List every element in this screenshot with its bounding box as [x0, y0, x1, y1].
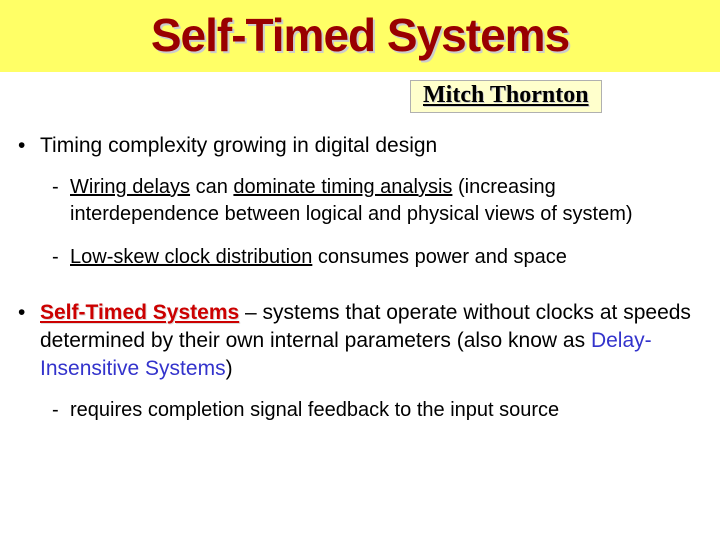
bullet-1-sub-2-text: Low-skew clock distribution consumes pow…	[70, 244, 567, 271]
slide-title: Self-Timed Systems	[0, 8, 720, 62]
content-area: • Timing complexity growing in digital d…	[18, 132, 702, 440]
bullet-1-sub-2: - Low-skew clock distribution consumes p…	[52, 244, 702, 271]
dash-marker: -	[52, 397, 70, 424]
bullet-2-sub-1: - requires completion signal feedback to…	[52, 397, 702, 424]
key-term: Self-Timed Systems	[40, 301, 239, 324]
bullet-1: • Timing complexity growing in digital d…	[18, 132, 702, 160]
dash-marker: -	[52, 174, 70, 228]
underlined-term: Low-skew clock distribution	[70, 246, 312, 268]
bullet-2: • Self-Timed Systems – systems that oper…	[18, 299, 702, 383]
underlined-term: Wiring delays	[70, 176, 190, 198]
bullet-1-text: Timing complexity growing in digital des…	[40, 132, 437, 160]
underlined-term: dominate timing analysis	[233, 176, 452, 198]
bullet-2-sub-1-text: requires completion signal feedback to t…	[70, 397, 559, 424]
title-band: Self-Timed Systems	[0, 0, 720, 72]
bullet-marker: •	[18, 299, 40, 383]
bullet-marker: •	[18, 132, 40, 160]
author-box: Mitch Thornton	[410, 80, 602, 113]
author-name: Mitch Thornton	[423, 82, 589, 108]
bullet-2-text: Self-Timed Systems – systems that operat…	[40, 299, 702, 383]
bullet-1-sub-1: - Wiring delays can dominate timing anal…	[52, 174, 702, 228]
dash-marker: -	[52, 244, 70, 271]
bullet-1-sub-1-text: Wiring delays can dominate timing analys…	[70, 174, 702, 228]
